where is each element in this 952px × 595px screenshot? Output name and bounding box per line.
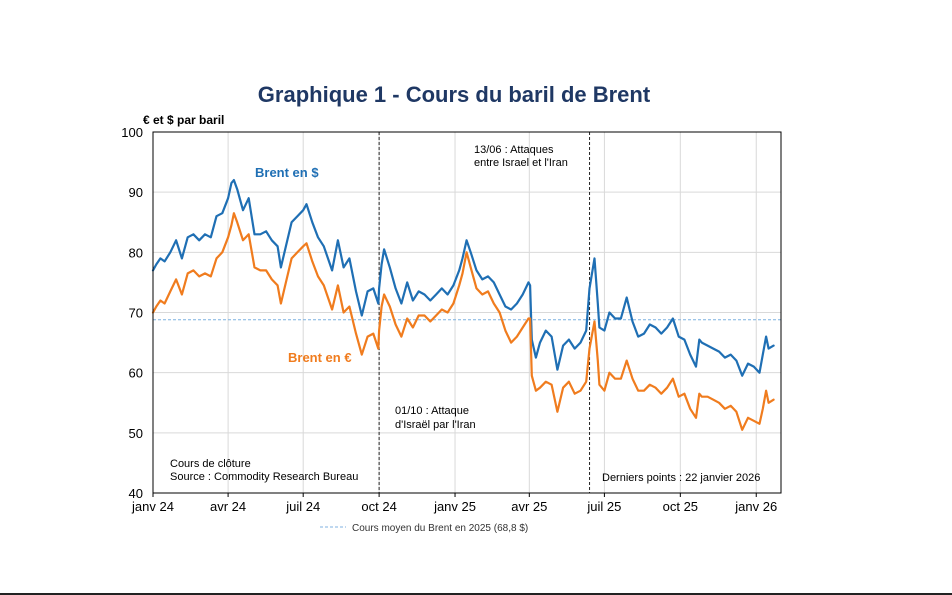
y-tick-label: 60 bbox=[129, 366, 143, 381]
x-tick-label: janv 26 bbox=[734, 499, 777, 514]
y-tick-label: 80 bbox=[129, 245, 143, 260]
event-label-june-line2: entre Israel et l'Iran bbox=[474, 157, 568, 169]
y-tick-label: 70 bbox=[129, 306, 143, 321]
x-tick-label: avr 25 bbox=[511, 499, 547, 514]
x-tick-label: janv 25 bbox=[433, 499, 476, 514]
x-tick-label: juil 24 bbox=[285, 499, 320, 514]
y-tick-label: 90 bbox=[129, 185, 143, 200]
series-line-usd bbox=[151, 179, 775, 377]
y-tick-label: 40 bbox=[129, 486, 143, 501]
event-lines bbox=[378, 132, 591, 493]
note-closing-prices: Cours de clôture bbox=[170, 458, 251, 470]
note-source: Source : Commodity Research Bureau bbox=[170, 471, 358, 483]
series-label-usd: Brent en $ bbox=[255, 165, 319, 180]
y-axis-label: € et $ par baril bbox=[143, 113, 224, 127]
chart-title: Graphique 1 - Cours du baril de Brent bbox=[258, 82, 651, 107]
series-lines bbox=[151, 179, 775, 431]
event-label-october-line2: d'Israël par l'Iran bbox=[395, 419, 476, 431]
event-label-june-line1: 13/06 : Attaques bbox=[474, 144, 554, 156]
event-label-october-line1: 01/10 : Attaque bbox=[395, 405, 469, 417]
legend-label-reference-line: Cours moyen du Brent en 2025 (68,8 $) bbox=[352, 523, 528, 534]
x-tick-label: oct 25 bbox=[663, 499, 698, 514]
bottom-divider bbox=[0, 593, 952, 595]
y-tick-label: 100 bbox=[121, 125, 143, 140]
series-line-eur bbox=[151, 212, 775, 431]
y-tick-labels: 100 90 80 70 60 50 40 bbox=[121, 125, 143, 501]
series-label-eur: Brent en € bbox=[288, 350, 352, 365]
plot-frame bbox=[152, 131, 782, 494]
x-tick-label: oct 24 bbox=[361, 499, 396, 514]
x-tick-label: janv 24 bbox=[131, 499, 174, 514]
y-tick-label: 50 bbox=[129, 426, 143, 441]
gridlines bbox=[153, 132, 781, 493]
x-tick-label: juil 25 bbox=[586, 499, 621, 514]
note-last-points: Derniers points : 22 janvier 2026 bbox=[602, 472, 760, 484]
x-tick-label: avr 24 bbox=[210, 499, 246, 514]
x-tick-labels: janv 24 avr 24 juil 24 oct 24 janv 25 avr 25 j… bbox=[131, 493, 777, 514]
